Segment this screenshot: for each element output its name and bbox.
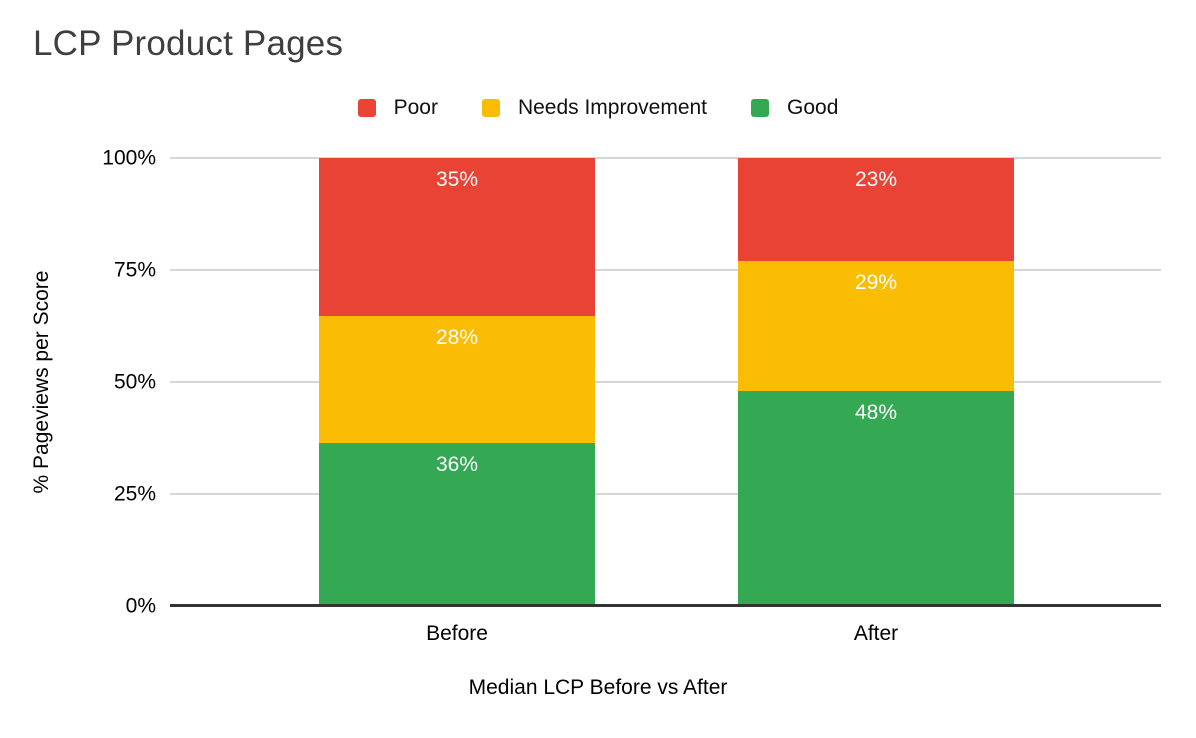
bar-segment-before-good[interactable]: 36% — [319, 443, 595, 606]
bar-segment-after-needs-improvement[interactable]: 29% — [738, 261, 1014, 391]
gridline-100 — [170, 157, 1161, 159]
y-tick-label-25: 25% — [113, 482, 156, 506]
segment-value-label: 36% — [435, 453, 479, 477]
y-tick-label-75: 75% — [113, 258, 156, 282]
y-tick-label-50: 50% — [113, 370, 156, 394]
segment-value-label: 35% — [435, 168, 479, 191]
legend-swatch-poor-icon — [357, 98, 376, 117]
legend-item-needs-improvement[interactable]: Needs Improvement — [481, 96, 708, 119]
legend-swatch-good-icon — [751, 98, 770, 117]
x-axis-title: Median LCP Before vs After — [468, 676, 728, 699]
legend-label-needs-improvement: Needs Improvement — [517, 96, 708, 119]
plot-area: 0% 25% 50% 75% 100% 35% 28% 36% 23% 29% 48% Befo… — [102, 148, 1161, 645]
legend-label-good: Good — [787, 96, 839, 119]
segment-value-label: 48% — [854, 400, 898, 424]
gridline-75 — [170, 269, 1161, 271]
legend-swatch-needs-improvement-icon — [481, 98, 500, 117]
y-tick-label-0: 0% — [125, 594, 156, 618]
legend-label-poor: Poor — [393, 96, 438, 119]
x-axis-line — [170, 604, 1161, 607]
segment-value-label: 29% — [854, 271, 898, 295]
legend-item-poor[interactable]: Poor — [357, 96, 438, 119]
chart-title: LCP Product Pages — [33, 24, 344, 63]
bar-segment-after-poor[interactable]: 23% — [738, 158, 1014, 262]
legend: Poor Needs Improvement Good — [0, 97, 1196, 118]
gridline-50 — [170, 381, 1161, 383]
gridline-25 — [170, 493, 1161, 495]
bar-segment-before-needs-improvement[interactable]: 28% — [319, 316, 595, 444]
x-category-label-after: After — [853, 622, 899, 645]
bar-before[interactable]: 35% 28% 36% — [319, 158, 595, 606]
bar-after[interactable]: 23% 29% 48% — [738, 158, 1014, 607]
legend-item-good[interactable]: Good — [751, 97, 838, 118]
y-tick-label-100: 100% — [102, 146, 156, 170]
bar-segment-after-good[interactable]: 48% — [738, 390, 1014, 607]
segment-value-label: 23% — [854, 168, 898, 191]
segment-value-label: 28% — [435, 326, 479, 350]
bar-segment-before-poor[interactable]: 35% — [319, 158, 595, 317]
x-category-label-before: Before — [426, 622, 488, 645]
y-axis-title: % Pageviews per Score — [30, 270, 53, 494]
